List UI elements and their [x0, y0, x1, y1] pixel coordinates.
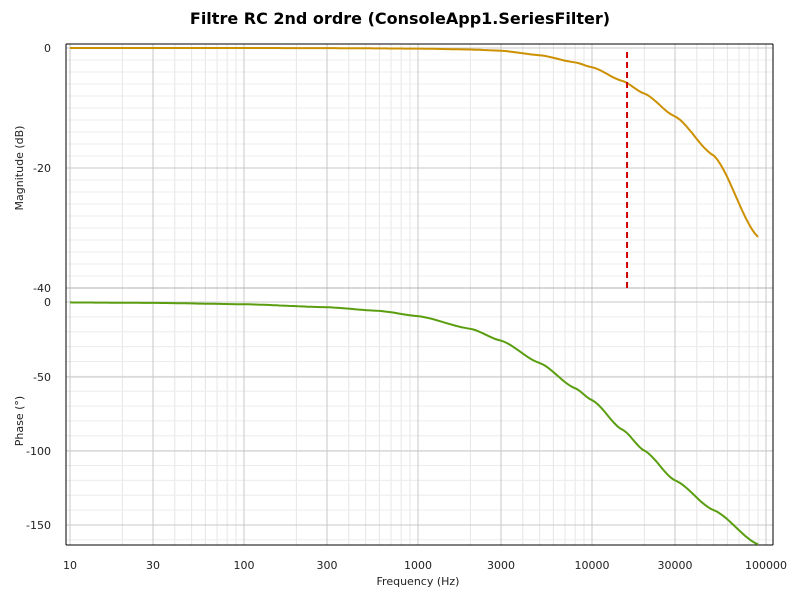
magnitude-line — [70, 47, 759, 238]
x-tick-label: 10000 — [575, 559, 610, 572]
y-axis-title-phase: Phase (°) — [13, 396, 26, 446]
x-tick-label: 300 — [317, 559, 338, 572]
y-tick-label: 0 — [44, 296, 51, 309]
y-tick-label: 0 — [44, 42, 51, 55]
y-tick-label: -20 — [33, 162, 51, 175]
y-tick-label: -150 — [26, 519, 51, 532]
x-axis-title: Frequency (Hz) — [377, 575, 460, 588]
y-tick-label: -50 — [33, 371, 51, 384]
x-tick-label: 30000 — [658, 559, 693, 572]
x-tick-label: 100000 — [745, 559, 787, 572]
x-tick-label: 100 — [234, 559, 255, 572]
x-tick-label: 3000 — [487, 559, 515, 572]
y-tick-label: -100 — [26, 445, 51, 458]
x-tick-label: 10 — [63, 559, 77, 572]
y-axis-title-magnitude: Magnitude (dB) — [13, 126, 26, 211]
x-tick-label: 30 — [146, 559, 160, 572]
y-tick-label: -40 — [33, 282, 51, 295]
phase-line — [69, 301, 759, 546]
x-tick-label: 1000 — [404, 559, 432, 572]
chart-title: Filtre RC 2nd ordre (ConsoleApp1.SeriesF… — [189, 9, 611, 28]
